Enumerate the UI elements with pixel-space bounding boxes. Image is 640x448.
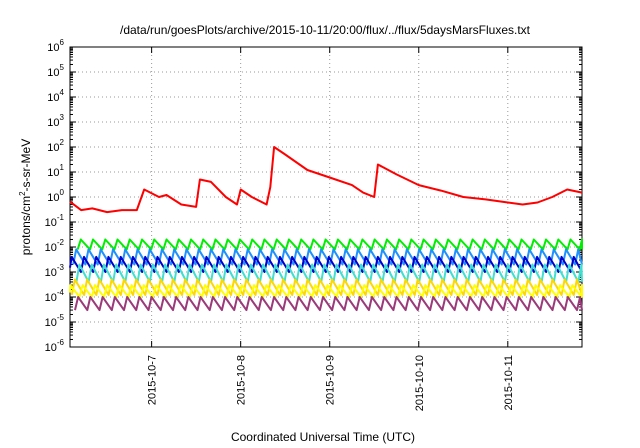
- y-tick-label-exponent: 4: [60, 88, 65, 97]
- y-tick-label-exponent: -6: [57, 338, 65, 347]
- y-tick-label-exponent: -4: [57, 288, 65, 297]
- y-tick-label: 10-6: [45, 338, 65, 354]
- y-tick-label: 10-4: [45, 288, 65, 304]
- y-axis-label-rest: -s-sr-MeV: [19, 139, 33, 192]
- series-line-7: [69, 284, 583, 298]
- y-axis-label-superscript: 2: [18, 191, 27, 196]
- x-tick-label: 2015-10-11: [503, 355, 515, 410]
- y-tick-label-base: 10: [47, 142, 59, 154]
- y-tick-label-exponent: 5: [60, 63, 65, 72]
- y-tick-label: 104: [47, 88, 64, 104]
- y-tick-label-base: 10: [45, 242, 57, 254]
- y-tick-label-base: 10: [47, 117, 59, 129]
- y-tick-label-base: 10: [45, 317, 57, 329]
- y-axis-label-main: protons/cm: [19, 196, 33, 255]
- y-axis-label: protons/cm2-s-sr-MeV: [18, 139, 33, 255]
- y-tick-label-exponent: -3: [57, 263, 65, 272]
- y-tick-label-exponent: -1: [57, 213, 65, 222]
- series-line-6: [70, 278, 583, 296]
- y-tick-label-exponent: 2: [60, 138, 65, 147]
- y-tick-label-base: 10: [45, 217, 57, 229]
- x-tick-label: 2015-10-7: [147, 355, 159, 405]
- y-tick-label-base: 10: [45, 267, 57, 279]
- y-tick-label: 103: [47, 113, 64, 129]
- series-line-8: [74, 296, 583, 312]
- y-tick-label: 10-2: [45, 238, 65, 254]
- series-line-3: [72, 248, 583, 266]
- chart-title: /data/run/goesPlots/archive/2015-10-11/2…: [120, 23, 531, 37]
- y-tick-label-base: 10: [47, 92, 59, 104]
- series-line-1: [69, 146, 583, 214]
- series-line-4: [69, 255, 583, 273]
- y-tick-label-exponent: 1: [60, 163, 65, 172]
- y-tick-label-base: 10: [45, 292, 57, 304]
- y-tick-label: 106: [47, 38, 64, 54]
- y-tick-label: 10-5: [45, 313, 65, 329]
- y-tick-label: 101: [47, 163, 64, 179]
- x-tick-label: 2015-10-10: [414, 355, 426, 411]
- y-tick-label-base: 10: [47, 192, 59, 204]
- x-axis-label: Coordinated Universal Time (UTC): [231, 430, 415, 444]
- y-tick-label-base: 10: [47, 67, 59, 79]
- y-tick-label-exponent: 3: [60, 113, 65, 122]
- y-tick-label-exponent: 6: [60, 38, 65, 47]
- y-tick-label: 10-3: [45, 263, 65, 279]
- y-tick-label-exponent: -5: [57, 313, 65, 322]
- y-tick-label-base: 10: [45, 342, 57, 354]
- series-line-2: [76, 238, 583, 251]
- x-axis: 2015-10-7 2015-10-8 2015-10-9 2015-10-10 201…: [147, 47, 515, 411]
- y-tick-label: 100: [47, 188, 64, 204]
- y-tick-label: 105: [47, 63, 64, 79]
- series-group: [69, 146, 583, 312]
- y-tick-label-exponent: 0: [60, 188, 65, 197]
- x-tick-label: 2015-10-8: [236, 355, 248, 405]
- y-tick-label-exponent: -2: [57, 238, 65, 247]
- y-tick-label-base: 10: [47, 42, 59, 54]
- y-tick-label: 102: [47, 138, 64, 154]
- grid: [70, 47, 582, 347]
- x-tick-label: 2015-10-9: [325, 355, 337, 405]
- y-tick-label: 10-1: [45, 213, 65, 229]
- y-tick-label-base: 10: [47, 167, 59, 179]
